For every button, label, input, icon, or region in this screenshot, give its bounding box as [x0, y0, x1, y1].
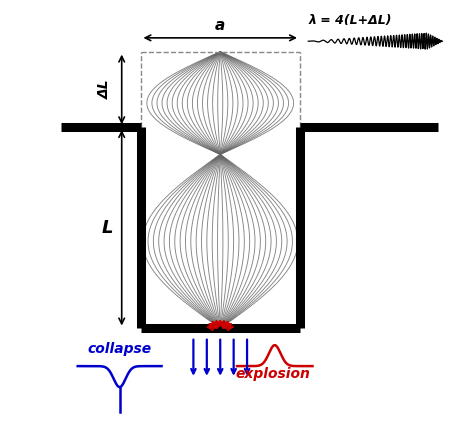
Text: explosion: explosion — [235, 367, 310, 381]
Text: ΔL: ΔL — [98, 80, 112, 99]
Text: L: L — [101, 219, 113, 237]
Text: collapse: collapse — [88, 342, 152, 356]
Text: a: a — [215, 18, 225, 33]
Text: λ = 4(L+ΔL): λ = 4(L+ΔL) — [308, 14, 392, 27]
